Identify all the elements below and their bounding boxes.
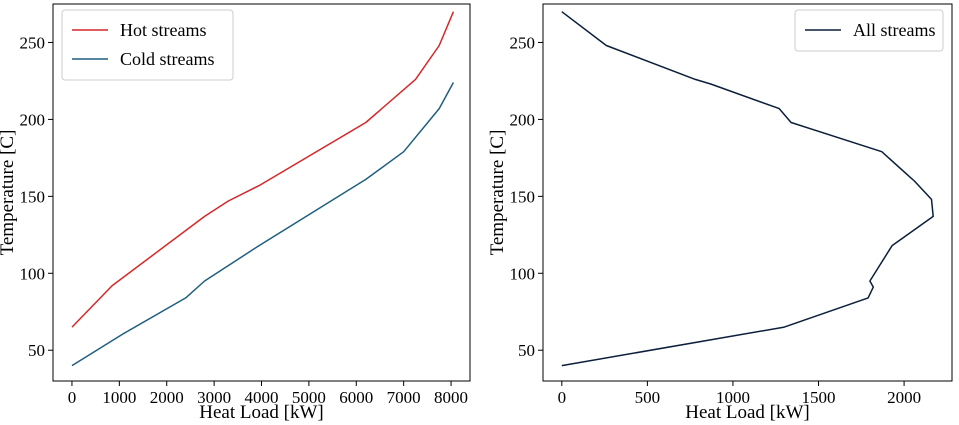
- right-legend-label-all-streams: All streams: [853, 20, 936, 40]
- right-y-tick-label: 50: [518, 341, 535, 360]
- left-cold-streams-line: [71, 82, 455, 367]
- left-legend-box: [61, 9, 234, 81]
- left-plot-frame: [52, 3, 471, 382]
- left-y-axis-label: Temperature [C]: [0, 130, 18, 256]
- right-x-tick-label: 1500: [802, 388, 836, 407]
- right-x-tick-label: 2000: [887, 388, 921, 407]
- right-plot-frame: [542, 3, 953, 382]
- left-chart-panel: 0 1000 2000 3000 4000 5000 6000 7000 8000 50 100 15…: [0, 3, 471, 423]
- right-all-streams-line: [561, 11, 934, 367]
- right-y-axis-label: Temperature [C]: [487, 130, 508, 256]
- left-x-tick-label: 0: [68, 388, 77, 407]
- left-hot-streams-line: [71, 11, 455, 328]
- right-y-tick-label: 250: [510, 33, 536, 52]
- left-y-tick-label: 100: [20, 264, 46, 283]
- right-y-tick-label: 200: [510, 110, 536, 129]
- left-y-tick-label: 50: [28, 341, 45, 360]
- left-x-tick-label: 6000: [339, 388, 373, 407]
- left-x-tick-label: 5000: [292, 388, 326, 407]
- left-x-tick-label: 2000: [150, 388, 184, 407]
- right-x-axis-label: Heat Load [kW]: [685, 402, 810, 423]
- right-y-tick-label: 150: [510, 187, 536, 206]
- right-chart-panel: 0 500 1000 1500 2000 50 100 150 200 250 Heat Load…: [487, 3, 953, 423]
- left-y-tick-label: 250: [20, 33, 46, 52]
- left-x-tick-label: 7000: [387, 388, 421, 407]
- left-x-tick-label: 1000: [102, 388, 136, 407]
- left-y-tick-label: 200: [20, 110, 46, 129]
- right-legend-box: [794, 9, 944, 52]
- left-x-tick-label: 8000: [434, 388, 468, 407]
- right-x-tick-label: 1000: [716, 388, 750, 407]
- left-x-tick-label: 3000: [197, 388, 231, 407]
- left-y-tick-label: 150: [20, 187, 46, 206]
- right-x-tick-label: 0: [558, 388, 567, 407]
- left-legend: Hot streams Cold streams: [61, 9, 234, 81]
- right-y-tick-label: 100: [510, 264, 536, 283]
- right-x-tick-label: 500: [635, 388, 661, 407]
- left-legend-label-cold-streams: Cold streams: [120, 49, 215, 69]
- left-legend-label-hot-streams: Hot streams: [120, 20, 206, 40]
- left-x-axis-label: Heat Load [kW]: [199, 402, 324, 423]
- right-legend: All streams: [794, 9, 944, 52]
- left-x-tick-label: 4000: [245, 388, 279, 407]
